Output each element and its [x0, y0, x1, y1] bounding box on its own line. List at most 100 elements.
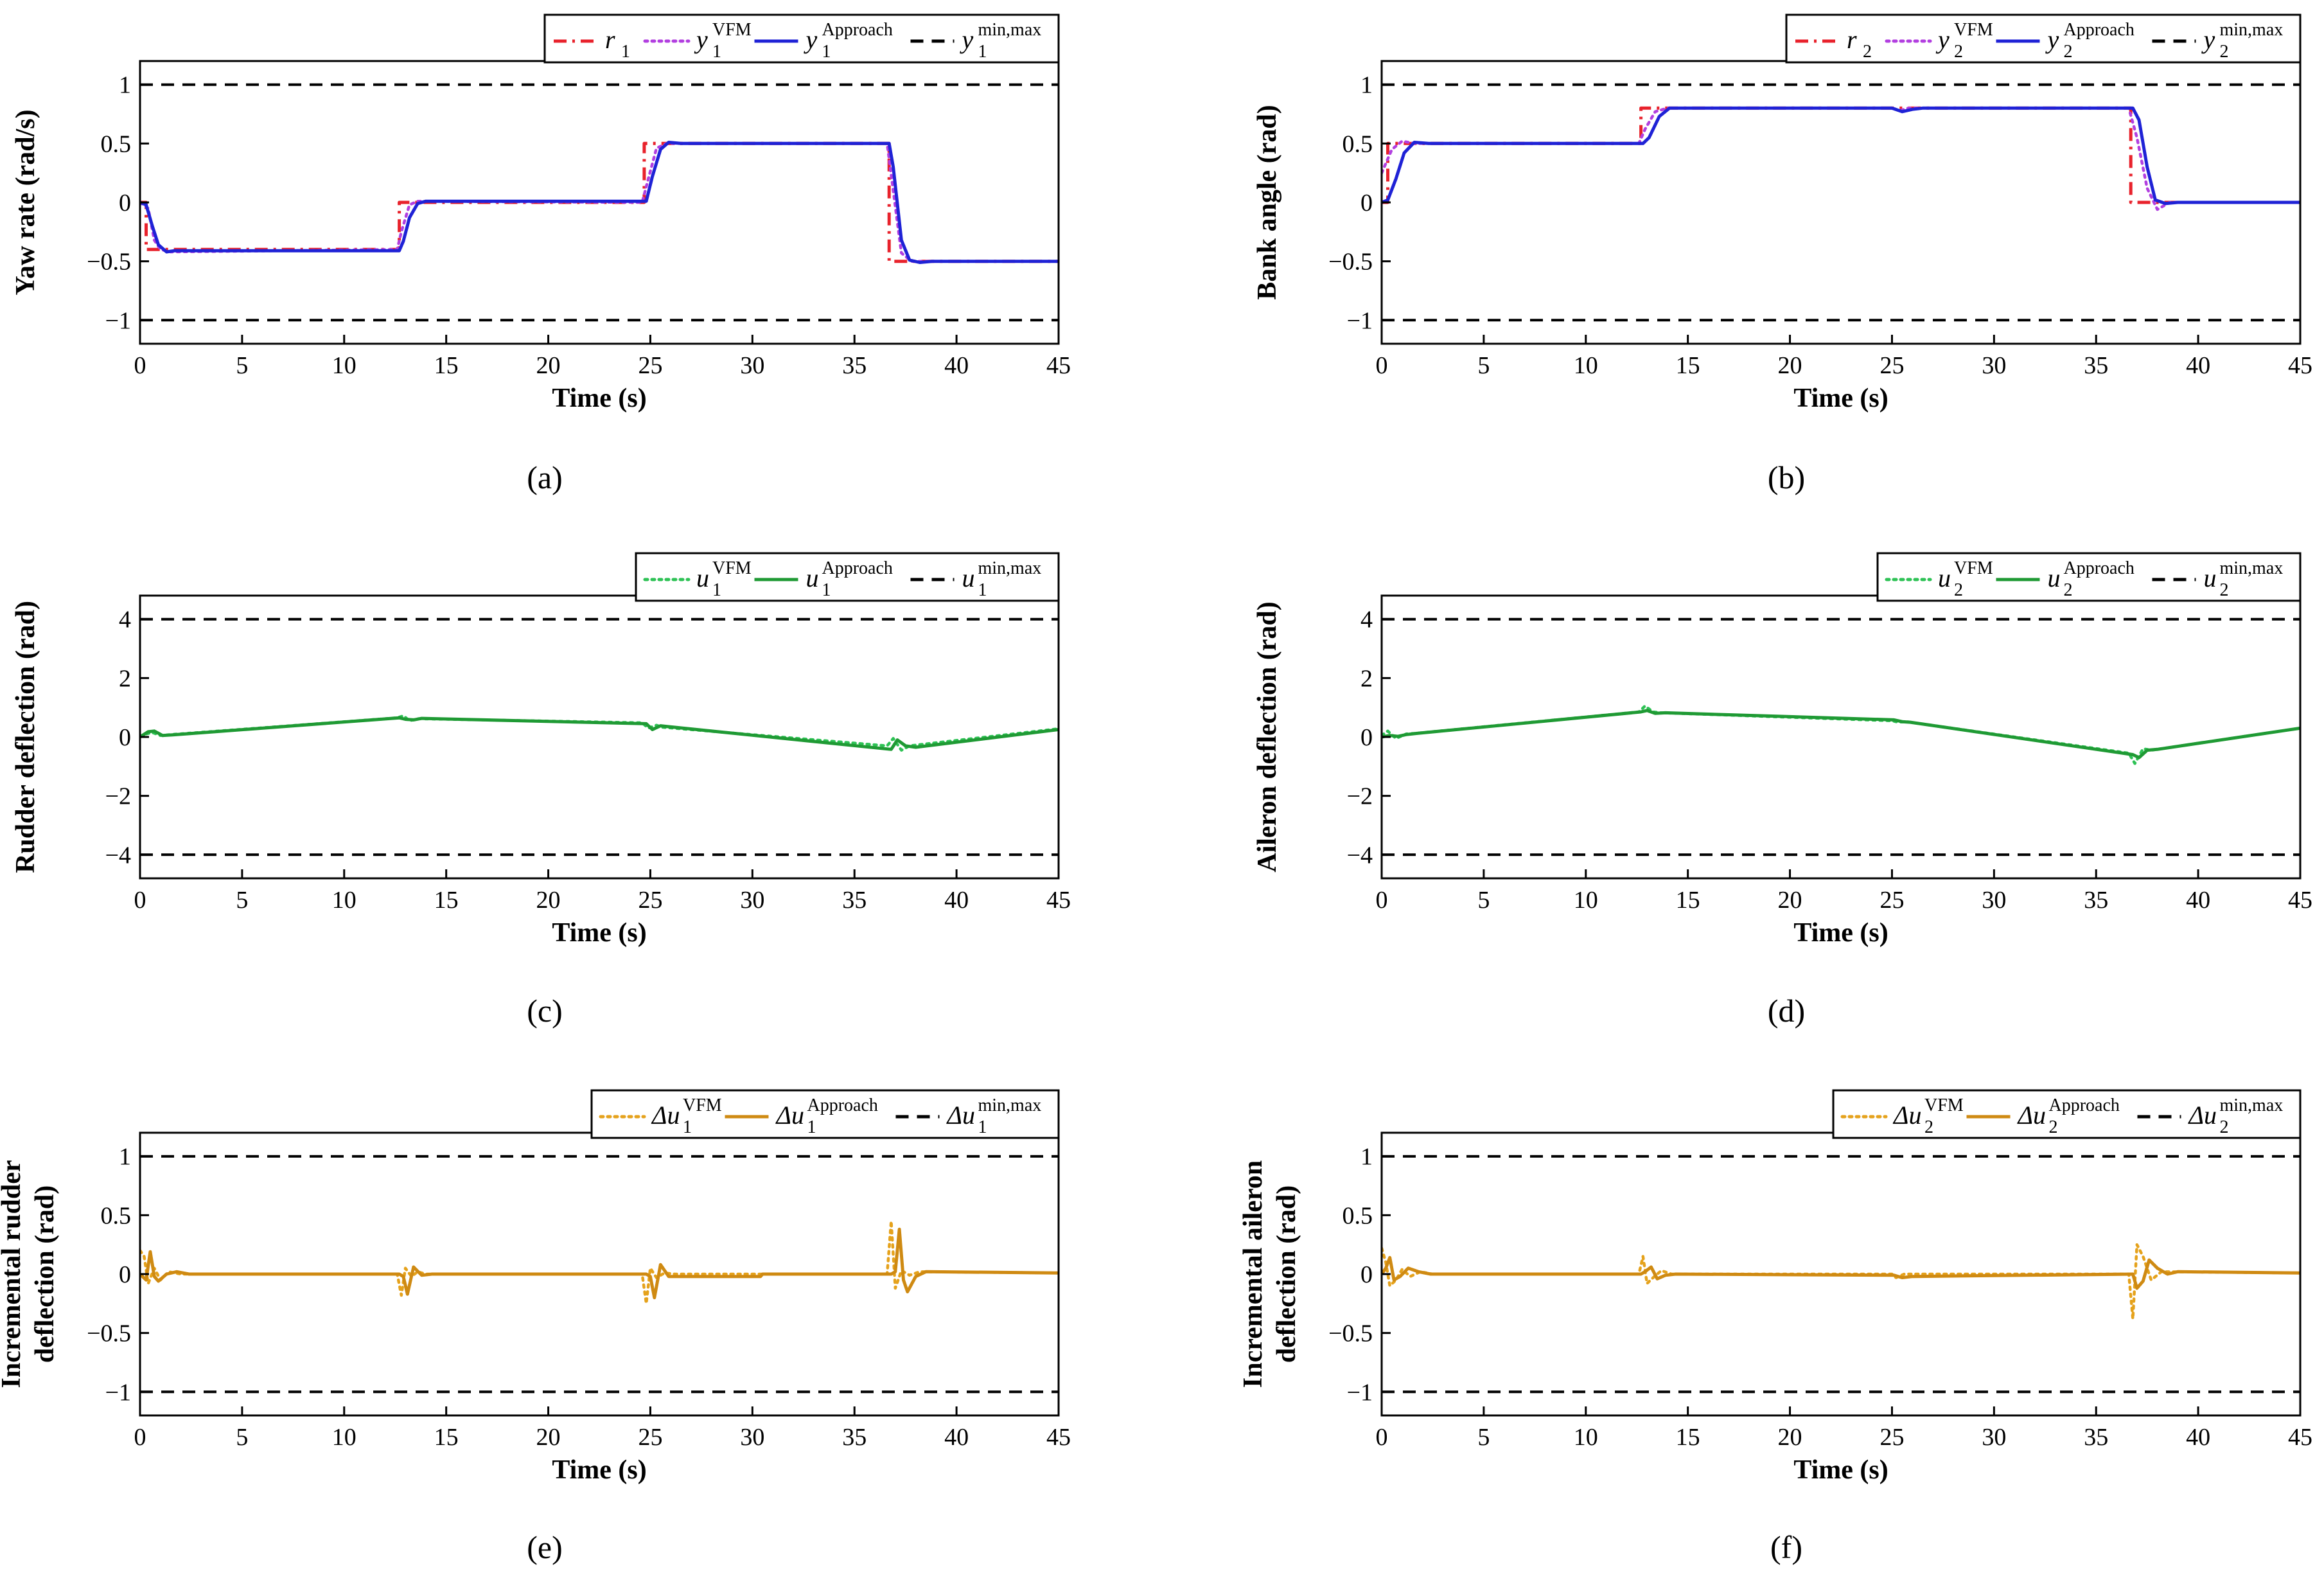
x-tick-label: 45	[1046, 887, 1071, 914]
y-tick-label: 1	[1360, 1144, 1373, 1171]
series-line-u2-vfm	[1382, 1243, 2300, 1320]
y-tick-label: −0.5	[87, 1320, 131, 1347]
y-tick-label: 0	[119, 1261, 131, 1288]
legend-subscript: 2	[2064, 580, 2073, 600]
x-tick-label: 10	[332, 352, 357, 379]
legend-subscript: 2	[1954, 42, 1963, 62]
legend-subscript: 1	[712, 42, 721, 62]
x-tick-label: 20	[1778, 352, 1802, 379]
x-tick-label: 45	[2288, 1424, 2312, 1451]
x-tick-label: 20	[1778, 1424, 1802, 1451]
legend-symbol: y	[960, 25, 974, 54]
legend-symbol: Δu	[2188, 1101, 2217, 1130]
y-tick-label: 0	[1360, 190, 1373, 217]
panel-caption: (e)	[527, 1529, 563, 1565]
legend-superscript: VFM	[683, 1095, 722, 1115]
x-tick-label: 30	[740, 887, 764, 914]
legend-superscript: min,max	[2220, 20, 2284, 40]
x-tick-label: 40	[2186, 352, 2210, 379]
y-tick-label: −2	[105, 783, 131, 810]
x-tick-label: 30	[1982, 1424, 2006, 1451]
x-tick-label: 35	[2084, 352, 2108, 379]
legend-superscript: VFM	[1954, 558, 1993, 578]
x-tick-label: 25	[1879, 352, 1904, 379]
legend-symbol: y	[694, 25, 708, 54]
legend-superscript: VFM	[712, 558, 752, 578]
y-tick-label: 1	[119, 72, 131, 99]
panel-caption: (a)	[527, 459, 563, 495]
y-axis-label: Yaw rate (rad/s)	[11, 109, 40, 295]
x-tick-label: 30	[740, 352, 764, 379]
series-line-u2-approach	[1382, 709, 2300, 759]
legend-subscript: 1	[822, 42, 831, 62]
y-axis-label-line2: deflection (rad)	[1272, 1185, 1301, 1363]
x-tick-label: 0	[134, 1424, 146, 1451]
x-tick-label: 5	[236, 887, 248, 914]
legend-superscript: Approach	[2064, 20, 2135, 40]
x-tick-label: 35	[842, 352, 867, 379]
panel-e: 0 5 10 15 20 25 30 35 40 45 −1 −0.5 0 0.5 1 Time (s) Inc…	[0, 1089, 1071, 1565]
x-tick-label: 35	[842, 887, 867, 914]
y-tick-label: −1	[1347, 1379, 1373, 1406]
x-tick-label: 0	[1376, 352, 1388, 379]
panel-b: 0 5 10 15 20 25 30 35 40 45 −1 −0.5 0 0.5 1 Time (s) Ban…	[1253, 13, 2312, 495]
y-tick-label: −1	[105, 307, 131, 334]
x-tick-label: 20	[536, 352, 561, 379]
x-tick-label: 5	[1477, 887, 1490, 914]
x-axis-label: Time (s)	[1793, 1455, 1888, 1485]
x-axis-label: Time (s)	[552, 384, 646, 413]
series-group	[140, 617, 1059, 856]
legend-superscript: min,max	[2220, 558, 2284, 578]
legend-superscript: Approach	[822, 558, 893, 578]
x-tick-label: 5	[236, 352, 248, 379]
legend-box	[1832, 1089, 2302, 1139]
legend-superscript: VFM	[1924, 1095, 1964, 1115]
y-tick-label: −4	[105, 842, 131, 869]
legend-subscript: 2	[2064, 42, 2073, 62]
x-tick-label: 40	[2186, 887, 2210, 914]
y-axis-label: Aileron deflection (rad)	[1253, 601, 1282, 872]
x-tick-label: 0	[134, 352, 146, 379]
x-tick-label: 30	[1982, 887, 2006, 914]
legend-subscript: 2	[2220, 580, 2229, 600]
y-tick-label: 0	[119, 190, 131, 217]
x-tick-label: 10	[332, 887, 357, 914]
y-tick-label: −0.5	[1328, 249, 1373, 276]
legend-box	[1876, 552, 2302, 602]
y-tick-label: 0	[1360, 724, 1373, 751]
x-tick-label: 15	[1676, 1424, 1700, 1451]
panel-c: 0 5 10 15 20 25 30 35 40 45 −4 −2 0 2 4 Time (s) Rudder …	[11, 552, 1071, 1029]
y-tick-label: 2	[119, 665, 131, 692]
x-tick-label: 40	[2186, 1424, 2210, 1451]
legend-subscript: 1	[822, 580, 831, 600]
legend-superscript: VFM	[712, 20, 752, 40]
panel-caption: (d)	[1768, 993, 1805, 1029]
y-tick-label: 1	[119, 1144, 131, 1171]
x-tick-label: 30	[1982, 352, 2006, 379]
legend-subscript: 2	[1863, 42, 1872, 62]
legend-superscript: min,max	[2220, 1095, 2284, 1115]
series-line-u1-approach	[140, 1227, 1059, 1300]
x-tick-label: 45	[1046, 352, 1071, 379]
series-line-u2-approach	[1382, 1255, 2300, 1290]
y-tick-label: 4	[119, 607, 131, 634]
y-tick-label: −1	[105, 1379, 131, 1406]
legend-box	[635, 552, 1060, 602]
x-tick-label: 30	[740, 1424, 764, 1451]
legend-superscript: Approach	[2049, 1095, 2120, 1115]
